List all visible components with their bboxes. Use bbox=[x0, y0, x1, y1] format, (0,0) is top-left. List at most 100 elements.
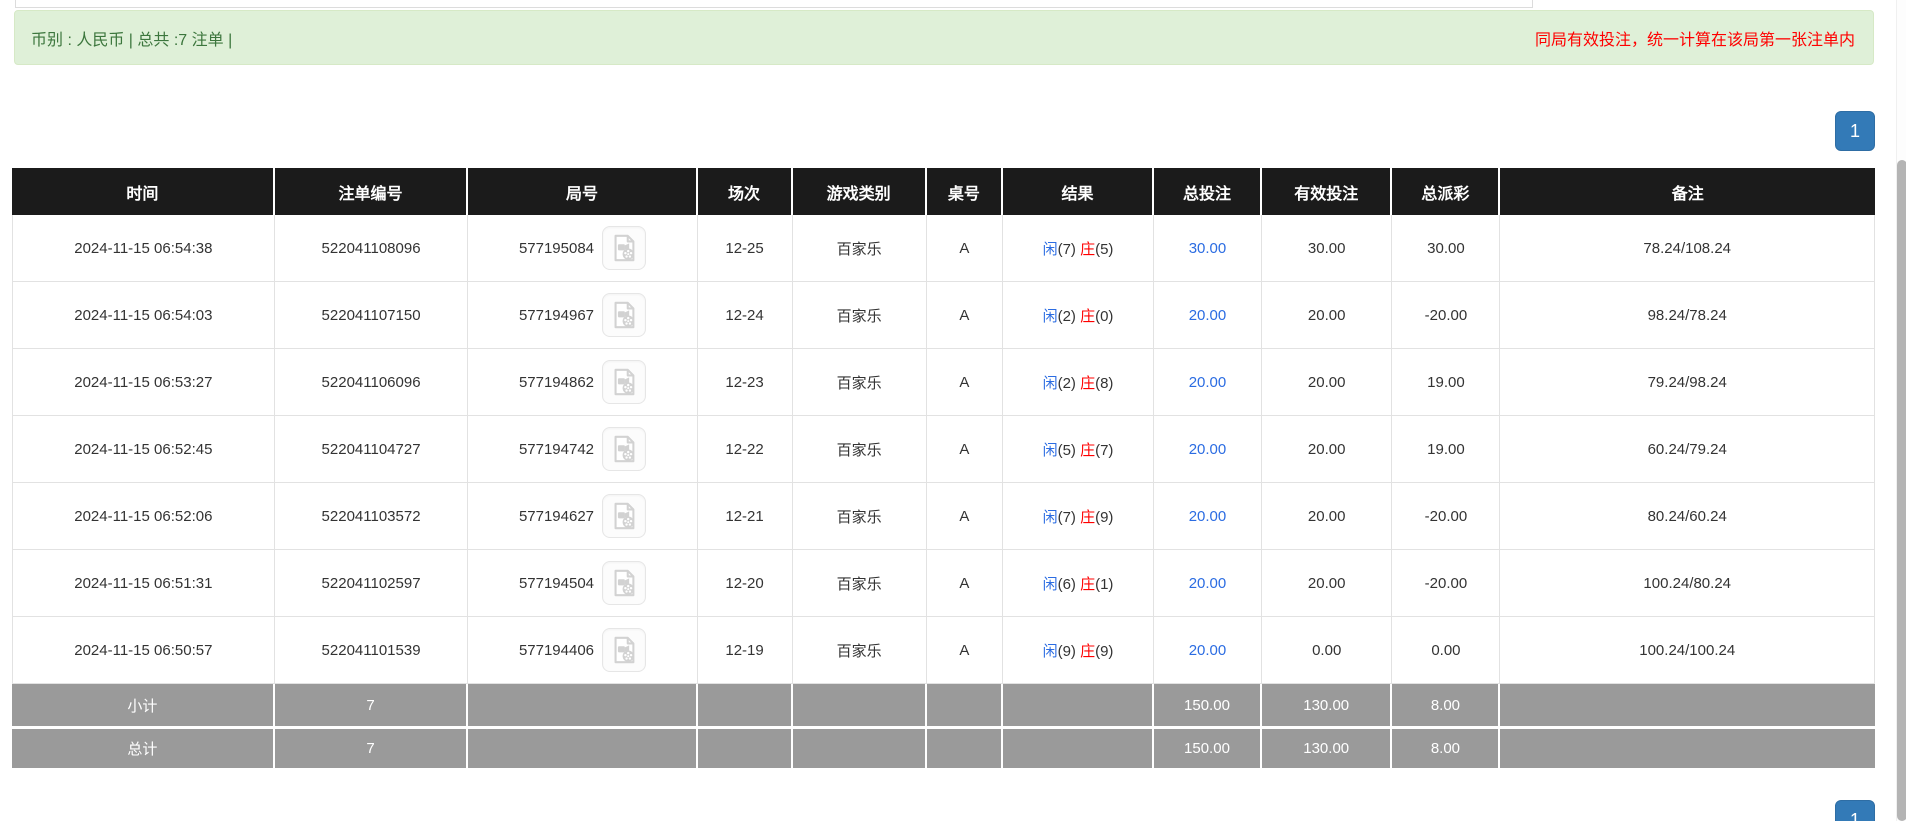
total-bet-link[interactable]: 20.00 bbox=[1188, 440, 1227, 458]
total-bet-link[interactable]: 30.00 bbox=[1188, 239, 1227, 257]
vertical-scrollbar[interactable] bbox=[1896, 0, 1906, 821]
total-bet-link[interactable]: 20.00 bbox=[1188, 574, 1227, 592]
round-number-text: 577194406 bbox=[518, 641, 595, 659]
total-bet-link[interactable]: 20.00 bbox=[1188, 507, 1227, 525]
session-cell: 12-24 bbox=[697, 282, 793, 349]
round-number-wrap: 577194967 bbox=[518, 293, 647, 337]
result-cell: 闲(7) 庄(5) bbox=[1003, 215, 1154, 282]
top-cutoff-panel bbox=[15, 0, 1533, 8]
total-bet-link[interactable]: 20.00 bbox=[1188, 373, 1227, 391]
round-number-text: 577194967 bbox=[518, 306, 595, 324]
game-type-cell: 百家乐 bbox=[792, 550, 927, 617]
banker-score: (0) bbox=[1095, 307, 1114, 325]
table-row: 2024-11-15 06:54:03 522041107150 577194967… bbox=[12, 282, 1875, 349]
remark-cell: 98.24/78.24 bbox=[1500, 282, 1875, 349]
page-1-button[interactable]: 1 bbox=[1835, 111, 1875, 151]
remark-cell: 80.24/60.24 bbox=[1500, 483, 1875, 550]
round-number-cell: 577194627 bbox=[468, 483, 698, 550]
total-bet-cell: 20.00 bbox=[1153, 282, 1262, 349]
total-bet-cell: 20.00 bbox=[1153, 349, 1262, 416]
round-number-wrap: 577194627 bbox=[518, 494, 647, 538]
round-number-cell: 577194967 bbox=[468, 282, 698, 349]
valid-bet-cell: 30.00 bbox=[1262, 215, 1393, 282]
bet-number-cell: 522041104727 bbox=[274, 416, 469, 483]
result-cell: 闲(9) 庄(9) bbox=[1003, 617, 1154, 684]
total-bet-link[interactable]: 20.00 bbox=[1188, 641, 1227, 659]
video-replay-button[interactable] bbox=[602, 628, 647, 672]
footer-remark-cell bbox=[1500, 726, 1875, 768]
footer-empty-cell bbox=[792, 684, 927, 726]
video-file-icon bbox=[614, 502, 635, 530]
footer-label-cell: 小计 bbox=[12, 684, 275, 726]
game-type-cell: 百家乐 bbox=[792, 483, 927, 550]
total-bet-cell: 20.00 bbox=[1153, 416, 1262, 483]
round-number-cell: 577195084 bbox=[468, 215, 698, 282]
round-number-text: 577194504 bbox=[518, 574, 595, 592]
time-cell: 2024-11-15 06:52:45 bbox=[12, 416, 275, 483]
video-replay-button[interactable] bbox=[602, 360, 647, 404]
subtotal-row: 小计 7 150.00 130.00 8.00 bbox=[12, 684, 1875, 726]
game-type-cell: 百家乐 bbox=[792, 215, 927, 282]
video-file-icon bbox=[614, 636, 635, 664]
video-replay-button[interactable] bbox=[602, 293, 647, 337]
round-number-text: 577194742 bbox=[518, 440, 595, 458]
banker-label: 庄 bbox=[1080, 441, 1096, 459]
player-score: (5) bbox=[1057, 441, 1081, 459]
column-header-2: 注单编号 bbox=[274, 168, 469, 215]
footer-count-cell: 7 bbox=[274, 684, 469, 726]
player-score: (9) bbox=[1057, 642, 1081, 660]
session-cell: 12-25 bbox=[697, 215, 793, 282]
valid-bet-cell: 20.00 bbox=[1262, 483, 1393, 550]
video-replay-button[interactable] bbox=[602, 427, 647, 471]
footer-empty-cell bbox=[926, 684, 1004, 726]
remark-cell: 100.24/80.24 bbox=[1500, 550, 1875, 617]
table-number-cell: A bbox=[926, 282, 1004, 349]
table-row: 2024-11-15 06:50:57 522041101539 577194406… bbox=[12, 617, 1875, 684]
banker-label: 庄 bbox=[1080, 508, 1096, 526]
game-type-cell: 百家乐 bbox=[792, 282, 927, 349]
session-cell: 12-22 bbox=[697, 416, 793, 483]
player-label: 闲 bbox=[1042, 441, 1058, 459]
table-row: 2024-11-15 06:54:38 522041108096 577195084… bbox=[12, 215, 1875, 282]
footer-count-cell: 7 bbox=[274, 726, 469, 768]
footer-valid-bet-cell: 130.00 bbox=[1262, 726, 1393, 768]
scrollbar-thumb[interactable] bbox=[1897, 160, 1906, 821]
payout-cell: 19.00 bbox=[1392, 416, 1501, 483]
remark-cell: 78.24/108.24 bbox=[1500, 215, 1875, 282]
payout-cell: -20.00 bbox=[1392, 483, 1501, 550]
page-1-button[interactable]: 1 bbox=[1835, 800, 1875, 821]
player-label: 闲 bbox=[1042, 575, 1058, 593]
player-score: (6) bbox=[1057, 575, 1081, 593]
banker-label: 庄 bbox=[1080, 307, 1096, 325]
payout-cell: -20.00 bbox=[1392, 282, 1501, 349]
valid-bet-cell: 20.00 bbox=[1262, 416, 1393, 483]
column-header-7: 结果 bbox=[1003, 168, 1154, 215]
bet-records-table: 时间 注单编号 局号 场次 游戏类别 桌号 结果 总投注 有效投注 总派彩 备注 2024-11-1… bbox=[12, 168, 1875, 768]
player-label: 闲 bbox=[1042, 307, 1058, 325]
footer-label-cell: 总计 bbox=[12, 726, 275, 768]
video-replay-button[interactable] bbox=[602, 494, 647, 538]
time-cell: 2024-11-15 06:52:06 bbox=[12, 483, 275, 550]
video-replay-button[interactable] bbox=[602, 561, 647, 605]
valid-bet-cell: 0.00 bbox=[1262, 617, 1393, 684]
video-file-icon bbox=[614, 569, 635, 597]
table-number-cell: A bbox=[926, 416, 1004, 483]
player-score: (7) bbox=[1057, 508, 1081, 526]
round-number-wrap: 577195084 bbox=[519, 226, 647, 270]
banker-score: (9) bbox=[1095, 642, 1114, 660]
banker-score: (8) bbox=[1095, 374, 1114, 392]
game-type-cell: 百家乐 bbox=[792, 416, 927, 483]
round-number-text: 577194627 bbox=[518, 507, 595, 525]
footer-valid-bet-cell: 130.00 bbox=[1262, 684, 1393, 726]
player-score: (7) bbox=[1057, 240, 1081, 258]
table-row: 2024-11-15 06:52:45 522041104727 577194742… bbox=[12, 416, 1875, 483]
column-header-5: 游戏类别 bbox=[792, 168, 927, 215]
total-bet-link[interactable]: 20.00 bbox=[1188, 306, 1227, 324]
round-number-wrap: 577194862 bbox=[519, 360, 647, 404]
video-replay-button[interactable] bbox=[602, 226, 647, 270]
player-label: 闲 bbox=[1042, 642, 1058, 660]
video-file-icon bbox=[614, 435, 635, 463]
footer-empty-cell bbox=[792, 726, 927, 768]
table-number-cell: A bbox=[926, 215, 1004, 282]
round-number-wrap: 577194504 bbox=[518, 561, 647, 605]
